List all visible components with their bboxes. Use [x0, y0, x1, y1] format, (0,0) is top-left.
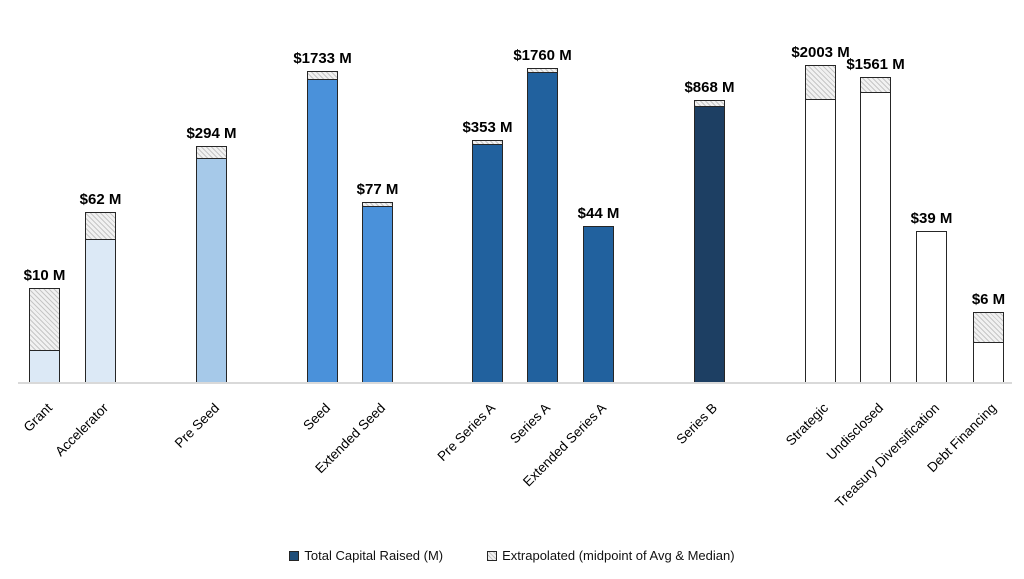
extrapolated-segment [695, 101, 724, 107]
value-label-undisclosed: $1561 M [846, 56, 905, 73]
total-capital-segment [584, 227, 613, 382]
total-capital-segment [86, 240, 115, 382]
extrapolated-segment [30, 289, 59, 351]
extrapolated-segment [308, 72, 337, 80]
value-label-debt-financing: $6 M [971, 291, 1006, 308]
total-capital-segment [806, 100, 835, 382]
value-label-pre-seed: $294 M [186, 125, 237, 142]
bar-series-a [527, 68, 558, 383]
bar-extended-seed [362, 202, 393, 383]
x-axis-line [18, 382, 1012, 384]
solid-swatch-icon [289, 550, 300, 561]
total-capital-segment [197, 159, 226, 382]
bar-treasury-diversification [916, 231, 947, 383]
legend-item-extrapolated: Extrapolated (midpoint of Avg & Median) [487, 548, 735, 563]
bar-accelerator [85, 212, 116, 383]
bar-pre-series-a [472, 140, 503, 383]
total-capital-segment [30, 351, 59, 382]
extrapolated-segment [806, 66, 835, 100]
bar-undisclosed [860, 77, 891, 383]
legend-label: Extrapolated (midpoint of Avg & Median) [502, 548, 735, 563]
value-label-pre-series-a: $353 M [462, 119, 513, 136]
total-capital-segment [974, 343, 1003, 382]
legend: Total Capital Raised (M) Extrapolated (m… [0, 548, 1024, 563]
bar-series-b [694, 100, 725, 383]
value-label-seed: $1733 M [293, 50, 352, 67]
value-label-grant: $10 M [23, 267, 66, 284]
value-label-accelerator: $62 M [79, 191, 122, 208]
value-label-extended-series-a: $44 M [577, 205, 620, 222]
legend-label: Total Capital Raised (M) [304, 548, 444, 563]
total-capital-segment [363, 207, 392, 382]
bar-extended-series-a [583, 226, 614, 383]
extrapolated-segment [974, 313, 1003, 343]
total-capital-segment [473, 145, 502, 382]
extrapolated-segment [861, 78, 890, 93]
bar-strategic [805, 65, 836, 383]
extrapolated-segment [473, 141, 502, 145]
x-tick-label-accelerator: Accelerator [51, 400, 111, 460]
value-label-series-b: $868 M [684, 79, 735, 96]
extrapolated-segment [197, 147, 226, 159]
bar-grant [29, 288, 60, 383]
extrapolated-segment [363, 203, 392, 207]
total-capital-segment [308, 80, 337, 382]
bar-seed [307, 71, 338, 383]
total-capital-segment [528, 73, 557, 382]
bar-pre-seed [196, 146, 227, 383]
legend-item-total-capital: Total Capital Raised (M) [289, 548, 443, 563]
total-capital-segment [861, 93, 890, 382]
total-capital-segment [917, 232, 946, 382]
value-label-strategic: $2003 M [791, 44, 850, 61]
bar-debt-financing [973, 312, 1004, 383]
value-label-extended-seed: $77 M [356, 181, 399, 198]
extrapolated-segment [528, 69, 557, 73]
value-label-treasury-diversification: $39 M [910, 210, 953, 227]
total-capital-segment [695, 107, 724, 382]
extrapolated-segment [86, 213, 115, 240]
value-label-series-a: $1760 M [513, 47, 572, 64]
hatch-swatch-icon [487, 550, 498, 561]
